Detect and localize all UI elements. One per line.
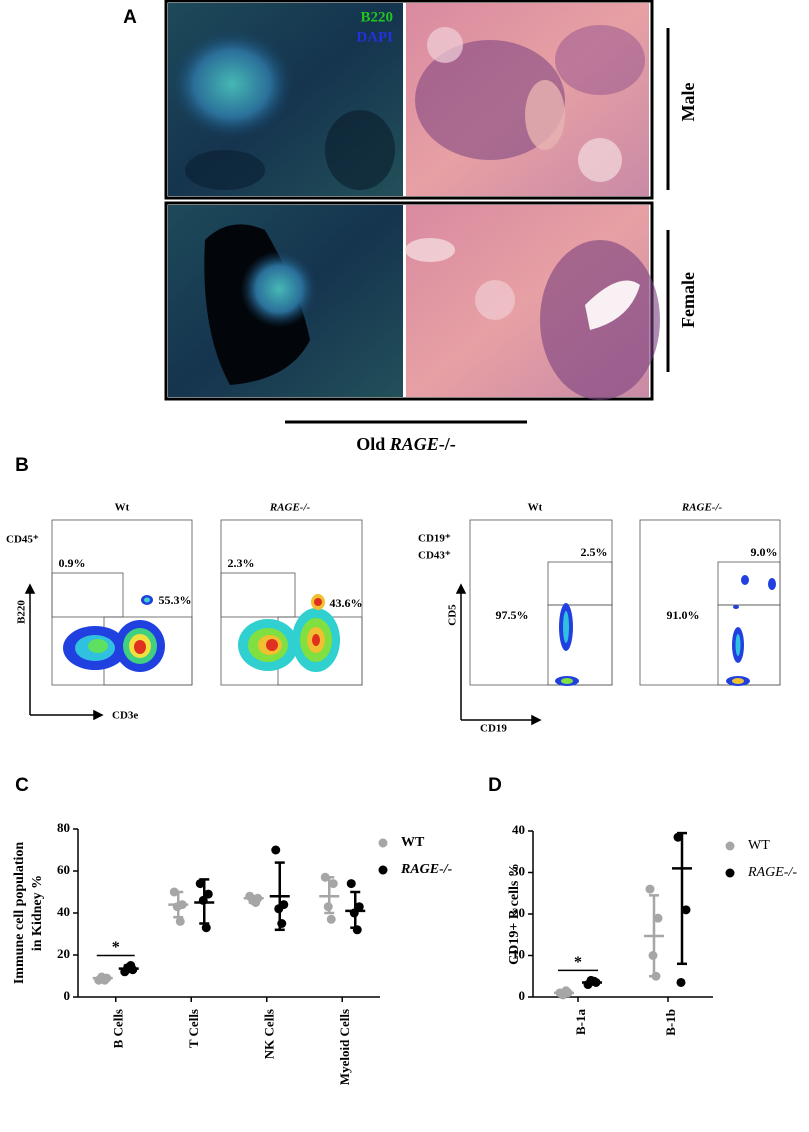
gate-percent: 9.0% bbox=[751, 545, 778, 559]
fluorescence-image bbox=[160, 3, 403, 196]
data-point bbox=[328, 879, 338, 889]
gate-percent: 0.9% bbox=[59, 556, 86, 570]
caption-part: Old bbox=[356, 434, 390, 454]
population-label: CD19⁺ bbox=[418, 533, 451, 545]
significance-label: * bbox=[574, 954, 582, 971]
y-tick-label: 40 bbox=[57, 904, 70, 919]
x-tick-label: Myeloid Cells bbox=[337, 1009, 352, 1085]
gate-percent: 91.0% bbox=[667, 608, 700, 622]
panel-label: D bbox=[488, 775, 502, 796]
gate-percent: 43.6% bbox=[330, 596, 363, 610]
gate-percent: 2.5% bbox=[581, 545, 608, 559]
y-axis-label: Immune cell population bbox=[12, 842, 27, 985]
panel-b: B Wt RAGE-/- Wt RAGE-/- bbox=[6, 455, 781, 735]
legend-label: WT bbox=[748, 838, 770, 853]
y-axis-label: CD19+ B cells % bbox=[507, 863, 522, 965]
data-point bbox=[673, 832, 683, 842]
x-tick-label: B-1b bbox=[663, 1009, 678, 1036]
plot-title: Wt bbox=[115, 502, 130, 514]
y-tick-label: 20 bbox=[57, 946, 70, 961]
gate-percent: 2.3% bbox=[228, 556, 255, 570]
fluorescence-image bbox=[168, 205, 403, 397]
legend-label: RAGE-/- bbox=[747, 865, 797, 880]
caption-part: -/- bbox=[439, 434, 456, 454]
legend-marker bbox=[725, 841, 735, 851]
row-label: Female bbox=[678, 272, 698, 328]
axis-label: CD19 bbox=[480, 723, 507, 735]
x-tick-label: B Cells bbox=[111, 1009, 126, 1048]
y-tick-label: 30 bbox=[512, 863, 525, 878]
data-point bbox=[175, 916, 185, 926]
plot-title: RAGE-/- bbox=[681, 502, 723, 514]
data-point bbox=[354, 902, 364, 912]
plot-title: RAGE-/- bbox=[269, 502, 311, 514]
x-tick-label: T Cells bbox=[186, 1009, 201, 1048]
significance-label: * bbox=[112, 939, 120, 956]
legend-label: WT bbox=[401, 835, 425, 850]
data-point bbox=[195, 879, 205, 889]
axis-label: CD5 bbox=[447, 604, 459, 626]
row-label: Male bbox=[678, 83, 698, 122]
data-point bbox=[271, 845, 281, 855]
y-tick-label: 0 bbox=[64, 988, 71, 1003]
he-image bbox=[405, 205, 660, 400]
stain-label: B220 bbox=[360, 9, 393, 25]
data-point bbox=[201, 923, 211, 933]
y-tick-label: 80 bbox=[57, 820, 70, 835]
data-point bbox=[326, 914, 336, 924]
panel-label: A bbox=[123, 7, 137, 28]
plot-title: Wt bbox=[528, 502, 543, 514]
panel-a: A B220 DAPI bbox=[123, 0, 698, 454]
legend-label: RAGE-/- bbox=[400, 862, 453, 877]
axis-arrows bbox=[24, 583, 104, 721]
panel-label: B bbox=[15, 455, 29, 476]
panel-label: C bbox=[15, 775, 29, 796]
y-tick-label: 40 bbox=[512, 822, 525, 837]
x-tick-label: NK Cells bbox=[262, 1009, 277, 1059]
caption: Old RAGE-/- bbox=[356, 434, 456, 454]
he-image bbox=[406, 3, 649, 196]
legend-marker bbox=[378, 865, 388, 875]
axis-label: CD3e bbox=[112, 710, 138, 722]
legend-marker bbox=[725, 868, 735, 878]
y-tick-label: 20 bbox=[512, 905, 525, 920]
data-point bbox=[346, 879, 356, 889]
x-tick-label: B-1a bbox=[573, 1009, 588, 1036]
data-point bbox=[645, 884, 655, 894]
caption-part: RAGE bbox=[389, 434, 439, 454]
data-point bbox=[676, 977, 686, 987]
population-label: CD45⁺ bbox=[6, 534, 39, 546]
data-point bbox=[653, 913, 663, 923]
y-tick-label: 60 bbox=[57, 862, 70, 877]
stain-label: DAPI bbox=[356, 29, 393, 45]
gate-percent: 97.5% bbox=[496, 608, 529, 622]
population-label: CD43⁺ bbox=[418, 550, 451, 562]
gate-percent: 55.3% bbox=[159, 593, 192, 607]
axis-label: B220 bbox=[16, 600, 28, 624]
legend-marker bbox=[378, 838, 388, 848]
data-point bbox=[203, 889, 213, 899]
y-tick-label: 10 bbox=[512, 946, 525, 961]
data-point bbox=[681, 905, 691, 915]
y-tick-label: 0 bbox=[519, 988, 526, 1003]
axis-arrows bbox=[455, 583, 542, 726]
density-blobs bbox=[63, 575, 776, 686]
y-axis-label: in Kidney % bbox=[30, 875, 45, 951]
